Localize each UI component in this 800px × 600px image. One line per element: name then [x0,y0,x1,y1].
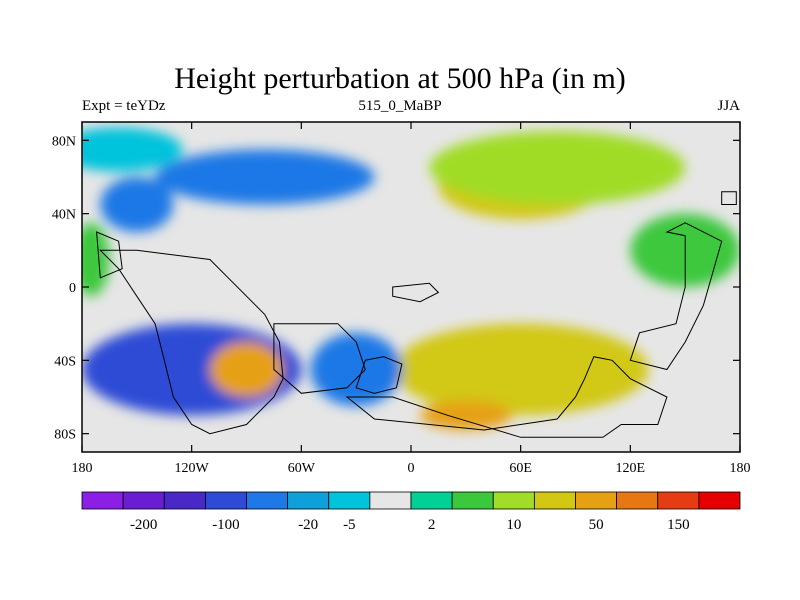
colorbar: -200 -100 -20 -5 2 10 50 150 [81,491,741,533]
field-region [82,127,183,172]
y-tick-label: 40S [54,354,76,369]
colorbar-label: 2 [428,517,436,533]
y-axis: 80N 40N 0 40S 80S [52,134,740,443]
field-region [100,177,174,232]
experiment-label: Expt = teYDz [82,98,166,114]
x-tick-label: 120E [616,461,646,476]
x-tick-label: 60E [509,461,532,476]
y-tick-label: 0 [69,281,76,296]
colorbar-label: -200 [130,517,158,533]
coastlines [96,191,737,438]
colorbar-label: -5 [343,517,356,533]
coastline [721,191,737,205]
season-label: JJA [717,98,740,114]
coastline [345,356,668,438]
x-tick-label: 0 [408,461,415,476]
coastline [99,249,284,435]
colorbar-swatch [698,491,741,510]
field-region [392,323,649,416]
coastline [273,323,366,394]
colorbar-swatch [369,491,412,510]
coastline [392,282,440,303]
chart-title: Height perturbation at 500 hPa (in m) [174,62,626,95]
y-tick-label: 80S [54,428,76,443]
field-region [82,222,110,297]
colorbar-swatch [246,491,289,510]
x-axis: 180 120W 60W 0 60E 120E 180 [72,122,751,476]
field-region [420,400,512,431]
x-tick-label: 120W [175,461,210,476]
field-regions [82,127,740,431]
y-tick-label: 40N [52,208,76,223]
colorbar-swatch [575,491,618,510]
colorbar-swatch [287,491,330,510]
colorbar-label: -100 [212,517,240,533]
coastline [629,222,723,371]
x-tick-label: 60W [288,461,316,476]
field-region [429,131,686,205]
coastline [355,356,403,394]
x-tick-label: 180 [72,461,93,476]
x-tick-label: 180 [730,461,751,476]
colorbar-swatch [616,491,659,510]
colorbar-label: 50 [589,517,604,533]
y-tick-label: 80N [52,134,76,149]
field-region [310,332,402,407]
colorbar-swatch [533,491,576,510]
colorbar-label: 150 [667,517,690,533]
field-region [209,342,284,397]
field-region [155,149,375,205]
period-label: 515_0_MaBP [358,98,442,114]
colorbar-swatch [451,491,494,510]
colorbar-label: 10 [506,517,521,533]
colorbar-swatch [122,491,165,510]
colorbar-swatch [492,491,535,510]
colorbar-swatch [657,491,700,510]
coastline [96,231,123,279]
colorbar-label: -20 [298,517,318,533]
colorbar-swatch [163,491,206,510]
colorbar-swatch [81,491,124,510]
colorbar-swatch [328,491,371,510]
colorbar-swatch [204,491,247,510]
height-field [82,122,740,452]
colorbar-swatch [410,491,453,510]
